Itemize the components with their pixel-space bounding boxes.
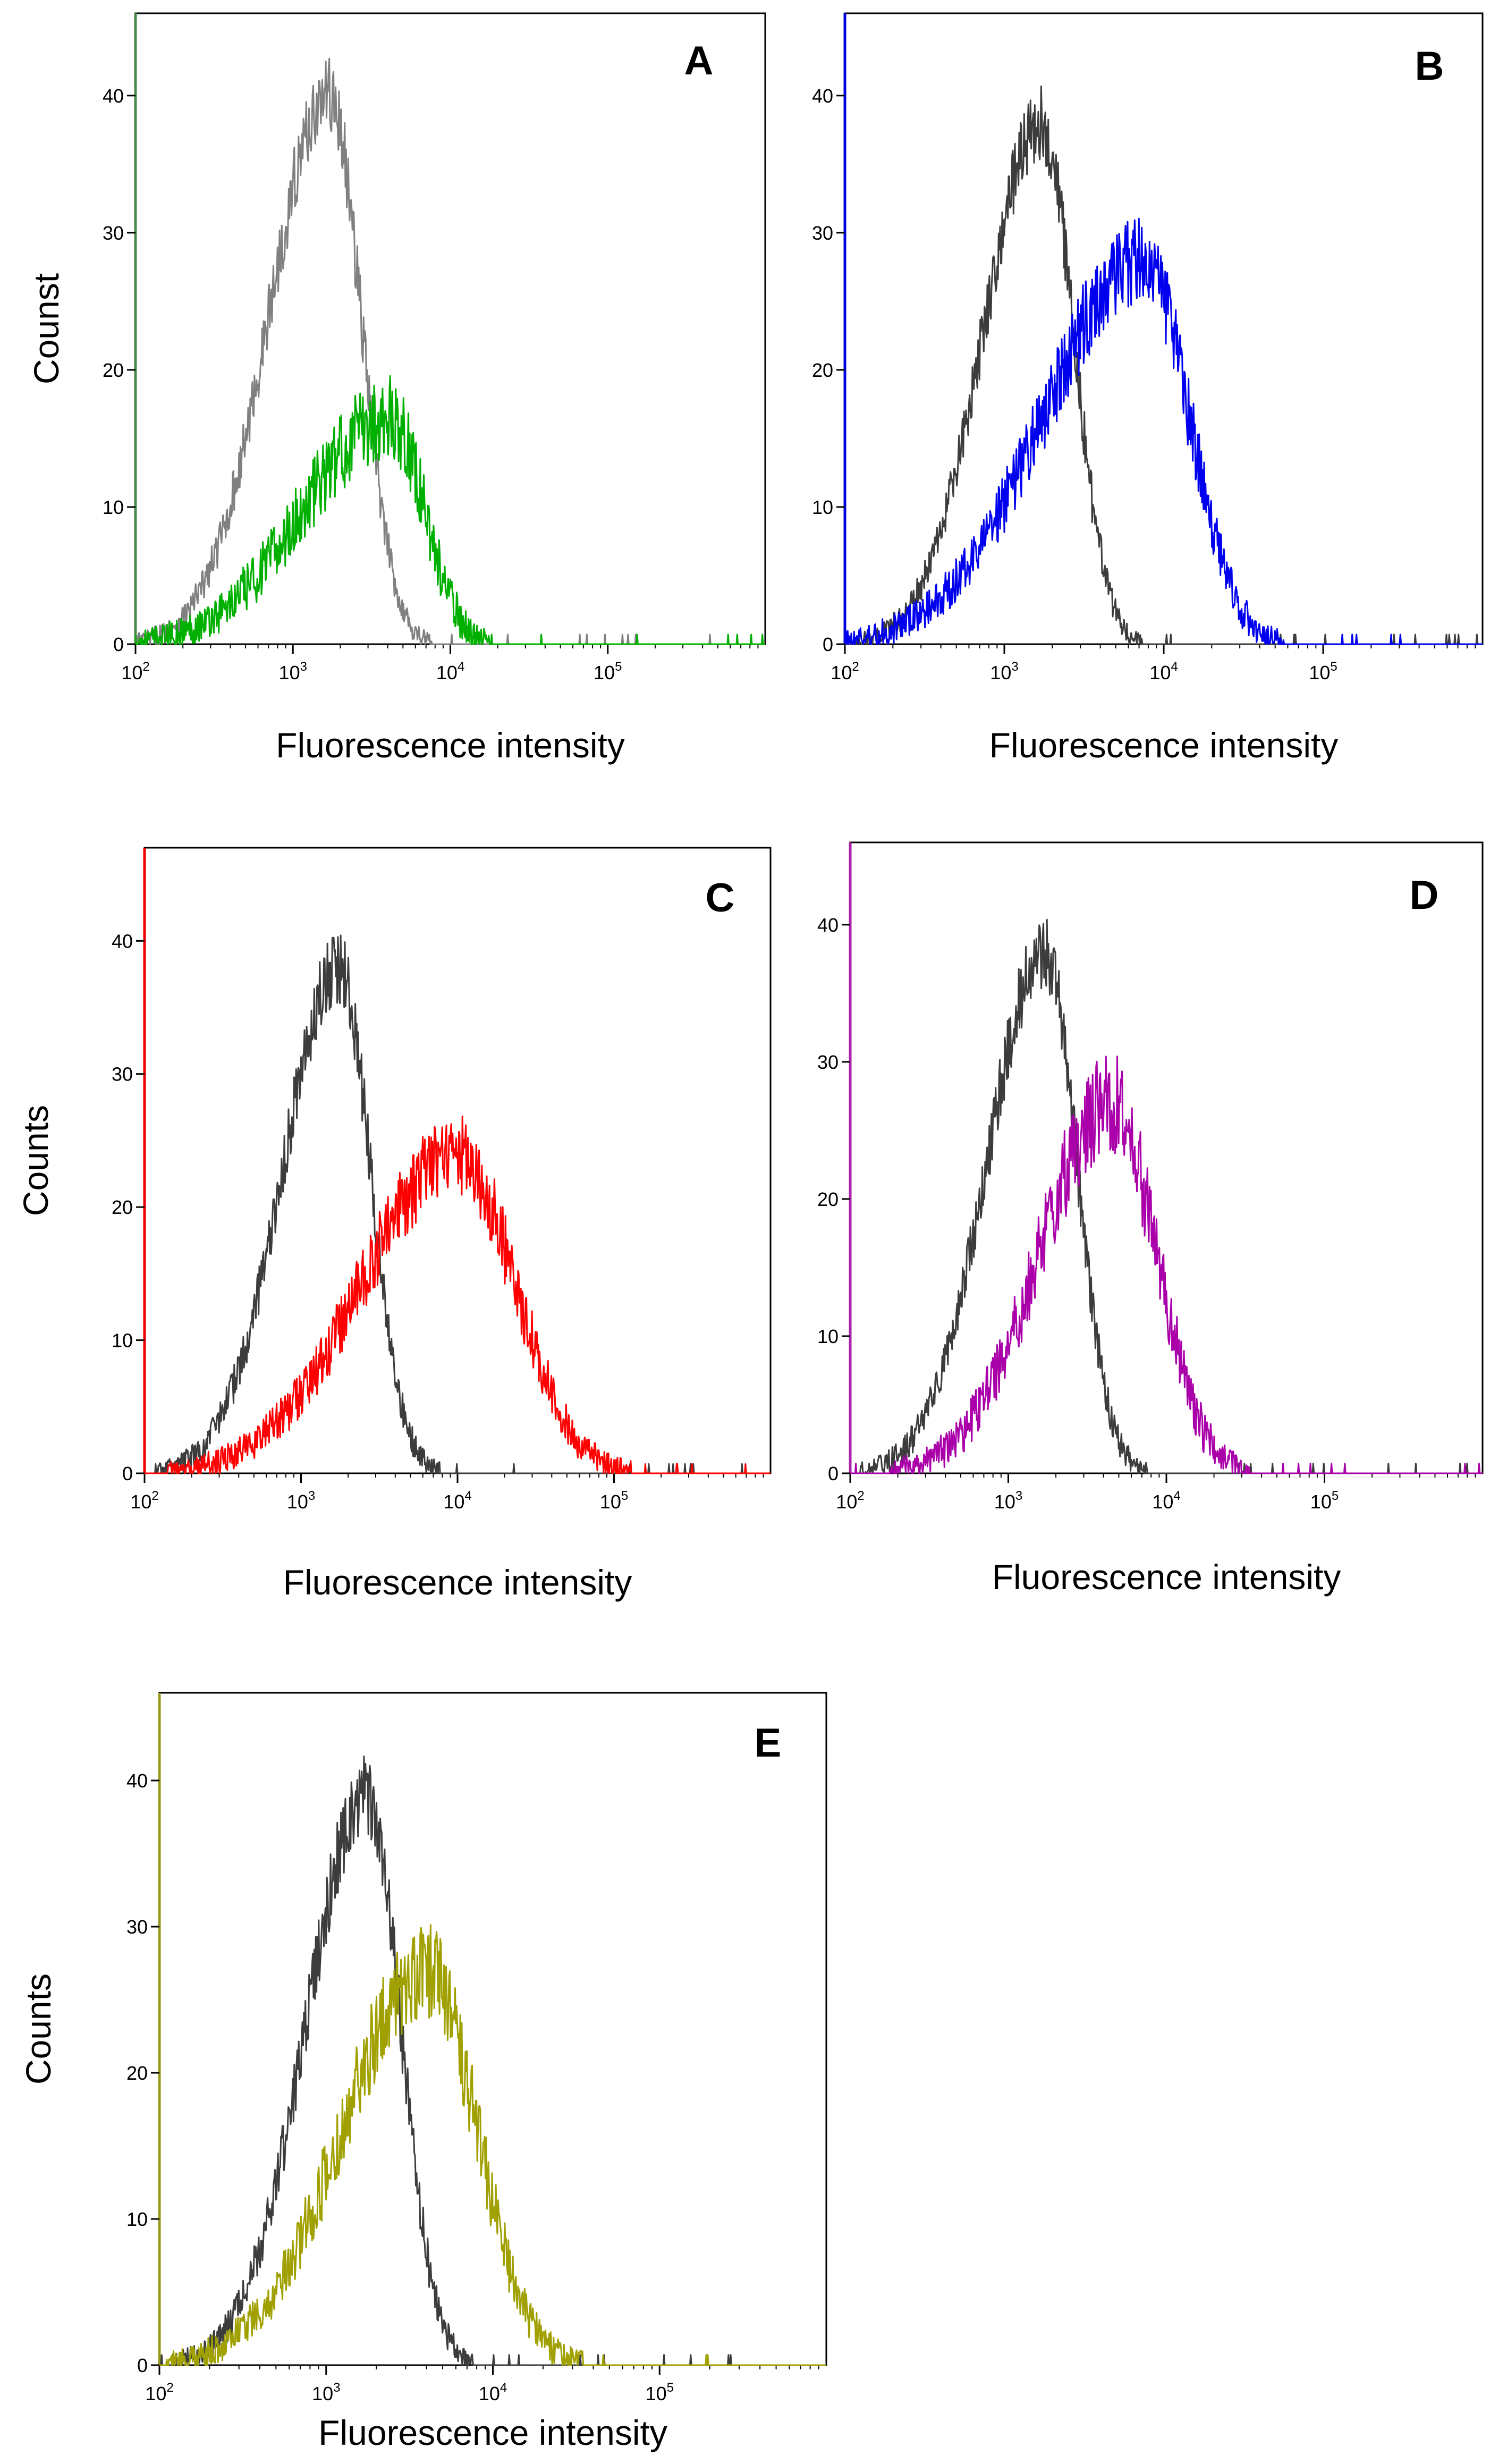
- x-axis-title: Fluorescence intensity: [283, 1563, 632, 1602]
- x-tick-label: 104: [1149, 660, 1178, 683]
- series-sample-line: [144, 1115, 771, 1474]
- series-control-line: [850, 918, 1483, 1474]
- series-control-line: [134, 57, 766, 645]
- x-tick-label: 102: [831, 660, 859, 683]
- plot-frame: [134, 12, 766, 645]
- x-tick-label: 104: [443, 1489, 471, 1513]
- x-tick-label: 102: [836, 1489, 864, 1513]
- y-tick-label: 40: [103, 85, 124, 107]
- x-tick-label: 102: [121, 660, 149, 683]
- x-axis-title: Fluorescence intensity: [989, 725, 1339, 765]
- x-axis-title: Fluorescence intensity: [992, 1557, 1341, 1597]
- series-sample-line: [159, 1924, 827, 2366]
- y-axis-title: Counts: [16, 1105, 55, 1216]
- x-tick-label: 103: [287, 1489, 315, 1513]
- plot-frame: [849, 841, 1484, 1474]
- y-tick-label: 40: [812, 85, 833, 107]
- x-tick-label: 104: [436, 660, 464, 683]
- y-tick-label: 0: [137, 2355, 148, 2376]
- y-tick-label: 20: [812, 359, 833, 381]
- y-tick-label: 10: [817, 1326, 839, 1347]
- x-axis-title: Fluorescence intensity: [276, 725, 625, 765]
- x-axis-title: Fluorescence intensity: [318, 2413, 667, 2452]
- y-tick-label: 0: [113, 634, 124, 655]
- panel-label: B: [1415, 44, 1444, 89]
- y-tick-label: 10: [103, 496, 124, 518]
- x-tick-label: 103: [312, 2381, 340, 2404]
- y-tick-label: 10: [126, 2208, 148, 2230]
- y-tick-label: 30: [103, 222, 124, 244]
- panel-d: 102 103 104 105 0 10 20 30 40 Fluorescence intens…: [817, 841, 1484, 1597]
- series-sample-line: [850, 1056, 1483, 1474]
- plot-frame: [844, 12, 1484, 645]
- x-tick-label: 105: [594, 660, 622, 683]
- panel-a: 102 103 104 105 0 10 20 30 40 Fluorescence intens…: [27, 12, 766, 765]
- y-tick-label: 20: [112, 1196, 133, 1218]
- x-tick-label: 102: [130, 1489, 158, 1513]
- y-tick-label: 20: [126, 2062, 148, 2084]
- x-tick-label: 103: [279, 660, 307, 683]
- x-tick-label: 105: [600, 1489, 628, 1513]
- panel-label: A: [684, 38, 714, 83]
- x-tick-label: 104: [479, 2381, 507, 2404]
- y-tick-label: 30: [126, 1916, 148, 1938]
- y-axis-title: Counts: [19, 1973, 58, 2085]
- panel-label: E: [755, 1720, 782, 1766]
- series-sample-line: [844, 217, 1483, 645]
- series-sample-line: [134, 375, 766, 645]
- x-tick-label: 103: [994, 1489, 1022, 1513]
- y-tick-label: 10: [112, 1330, 133, 1352]
- panel-c: 102 103 104 105 0 10 20 30 40 Fluorescence intens…: [16, 847, 772, 1602]
- y-tick-label: 30: [817, 1051, 839, 1073]
- y-tick-label: 40: [112, 930, 133, 952]
- series-control-line: [144, 934, 771, 1474]
- series-control-line: [844, 85, 1483, 645]
- x-minor-ticks: [182, 644, 759, 648]
- x-tick-label: 105: [1310, 1489, 1339, 1513]
- y-tick-label: 40: [126, 1770, 148, 1792]
- y-tick-label: 0: [122, 1463, 133, 1484]
- panel-label: C: [706, 875, 735, 921]
- x-tick-label: 102: [145, 2381, 173, 2404]
- x-tick-label: 103: [990, 660, 1018, 683]
- panel-e: 102 103 104 105 0 10 20 30 40 Fluorescence intens…: [19, 1692, 827, 2452]
- y-tick-label: 0: [823, 634, 833, 655]
- y-tick-label: 0: [828, 1463, 839, 1484]
- y-axis-title: Counst: [27, 273, 66, 384]
- panel-b: 102 103 104 105 0 10 20 30 40 Fluorescence intens…: [812, 12, 1484, 765]
- x-tick-label: 105: [1309, 660, 1337, 683]
- y-tick-label: 10: [812, 496, 833, 518]
- y-tick-label: 30: [812, 222, 833, 244]
- panel-label: D: [1410, 873, 1439, 918]
- y-tick-label: 30: [112, 1064, 133, 1085]
- y-tick-label: 40: [817, 914, 839, 936]
- x-tick-label: 104: [1152, 1489, 1180, 1513]
- y-tick-label: 20: [817, 1188, 839, 1210]
- x-tick-label: 105: [646, 2381, 674, 2404]
- series-control-line: [159, 1755, 827, 2366]
- y-tick-label: 20: [103, 359, 124, 381]
